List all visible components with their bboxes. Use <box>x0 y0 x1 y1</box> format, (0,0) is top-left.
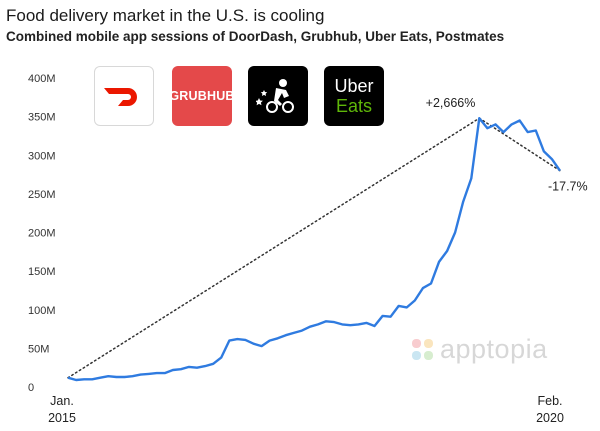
chart-title: Food delivery market in the U.S. is cool… <box>6 6 325 25</box>
y-axis: 0 50M 100M 150M 200M 250M 300M 350M 400M <box>28 73 56 394</box>
grubhub-logo-text: GRUBHUB <box>172 89 232 103</box>
ubereats-logo-eats: Eats <box>335 96 372 116</box>
y-tick-label: 0 <box>28 382 34 394</box>
x-label-end: Feb. <box>537 394 562 408</box>
series-line-group <box>67 116 561 382</box>
chart-subtitle: Combined mobile app sessions of DoorDash… <box>6 29 505 44</box>
y-tick-label: 200M <box>28 228 56 240</box>
y-tick-label: 100M <box>28 305 56 317</box>
grubhub-logo: GRUBHUB <box>172 66 232 126</box>
y-tick-label: 300M <box>28 150 56 162</box>
trend-lines <box>67 117 561 379</box>
postmates-logo <box>248 66 308 126</box>
apptopia-icon <box>412 338 433 360</box>
apptopia-watermark-text: apptopia <box>440 334 548 364</box>
apptopia-watermark: apptopia <box>410 334 548 365</box>
series-line-sessions <box>67 116 561 382</box>
y-tick-label: 400M <box>28 73 56 85</box>
ubereats-logo: Uber Eats <box>324 66 384 126</box>
doordash-icon <box>104 88 137 106</box>
y-tick-label: 150M <box>28 266 56 278</box>
postmates-courier-icon <box>256 79 294 113</box>
x-axis: Jan. 2015 Feb. 2020 <box>48 394 564 425</box>
y-tick-label: 50M <box>28 343 49 355</box>
y-tick-label: 350M <box>28 112 56 124</box>
doordash-logo <box>94 66 154 126</box>
x-label-end: 2020 <box>536 411 564 425</box>
trend-line-growth <box>67 117 481 379</box>
annotation-decline: -17.7% <box>548 180 588 194</box>
x-label-start: 2015 <box>48 411 76 425</box>
ubereats-logo-uber: Uber <box>334 76 374 96</box>
y-tick-label: 250M <box>28 189 56 201</box>
x-label-start: Jan. <box>50 394 74 408</box>
annotation-growth: +2,666% <box>426 96 476 110</box>
annotations: +2,666% -17.7% <box>426 96 588 194</box>
